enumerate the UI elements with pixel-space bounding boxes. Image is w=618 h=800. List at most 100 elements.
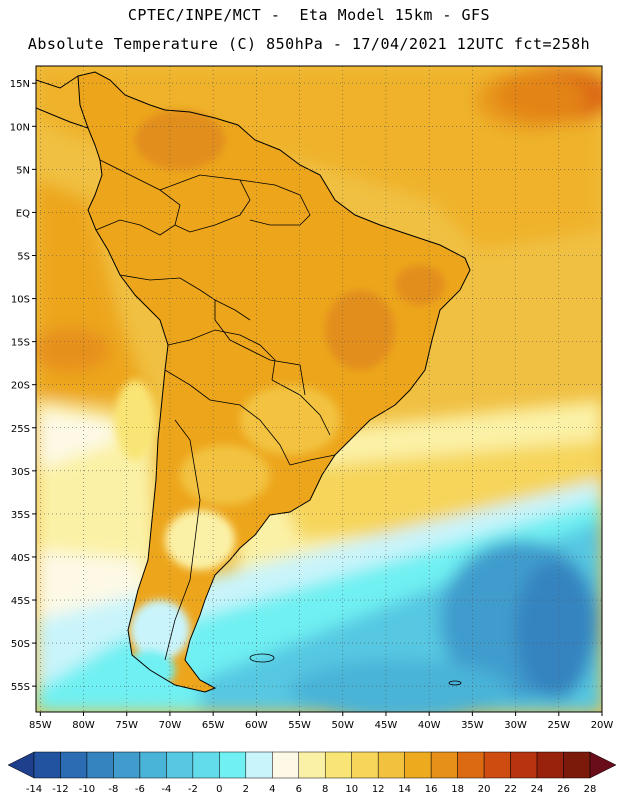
pacific-cooler-zone <box>36 410 120 470</box>
colorbar-swatch <box>483 751 511 779</box>
south-georgia <box>448 680 462 686</box>
colorbar-label: 22 <box>504 784 517 795</box>
colorbar-label: 6 <box>296 784 302 795</box>
colorbar-label: 28 <box>584 784 597 795</box>
lat-tick-label: 30S <box>11 467 30 478</box>
longitude-labels: 85W 80W 75W 70W 65W 60W 55W 50W 45W 40W 35W 30W 25W 2… <box>29 712 613 731</box>
lon-tick-label: 65W <box>202 720 225 731</box>
colorbar-swatch <box>245 751 273 779</box>
colorbar-min-arrow <box>7 751 35 779</box>
lat-tick-label: 5N <box>16 165 30 176</box>
colorbar-swatch <box>60 751 88 779</box>
lat-tick-label: 10N <box>10 122 30 133</box>
lat-tick-label: 50S <box>11 639 30 650</box>
colorbar-swatch <box>536 751 564 779</box>
lon-tick-label: 50W <box>331 720 354 731</box>
colorbar-label: 2 <box>243 784 249 795</box>
colorbar-label: 18 <box>451 784 464 795</box>
cold-pool-south <box>290 660 510 712</box>
map-title: CPTEC/INPE/MCT - Eta Model 15km - GFS <box>127 6 491 24</box>
colorbar-swatch <box>351 751 379 779</box>
colorbar-label: -14 <box>26 784 42 795</box>
lat-tick-label: 35S <box>11 510 30 521</box>
lat-tick-label: 5S <box>17 251 30 262</box>
colorbar-swatch <box>404 751 432 779</box>
colorbar-swatch <box>192 751 220 779</box>
lon-tick-label: 85W <box>29 720 52 731</box>
lon-tick-label: 40W <box>418 720 441 731</box>
warm-spot-central-brazil <box>325 290 395 370</box>
colorbar-label: -8 <box>108 784 118 795</box>
colorbar-label: 16 <box>425 784 438 795</box>
falkland-islands <box>249 653 275 663</box>
colorbar-label: 26 <box>557 784 570 795</box>
colorbar-swatch <box>113 751 141 779</box>
lat-tick-label: 10S <box>11 295 30 306</box>
mild-zone-argentina <box>180 445 270 505</box>
lon-tick-label: 75W <box>115 720 138 731</box>
colorbar-label: 10 <box>345 784 358 795</box>
lon-tick-label: 80W <box>72 720 95 731</box>
colorbar-label: 8 <box>322 784 328 795</box>
colorbar-swatch <box>324 751 352 779</box>
lat-tick-label: 25S <box>11 424 30 435</box>
colorbar-label: 20 <box>478 784 491 795</box>
colorbar-swatch <box>166 751 194 779</box>
colorbar-label: -12 <box>52 784 68 795</box>
colorbar-label: 14 <box>398 784 411 795</box>
colorbar-swatch <box>510 751 538 779</box>
lat-tick-label: 40S <box>11 553 30 564</box>
map-subtitle: Absolute Temperature (C) 850hPa - 17/04/… <box>27 35 591 53</box>
lat-tick-label: 15S <box>11 338 30 349</box>
lon-tick-label: 55W <box>288 720 311 731</box>
latitude-labels: 15N 10N 5N EQ 5S 10S 15S 20S 25S 30S 35S 40S 45S 50S 5… <box>10 79 36 693</box>
country-borders <box>95 159 336 661</box>
coastline <box>77 71 471 693</box>
colorbar-swatch <box>219 751 247 779</box>
lat-tick-label: 55S <box>11 682 30 693</box>
colorbar-label: -4 <box>161 784 171 795</box>
colorbar-swatch <box>457 751 485 779</box>
lon-tick-label: 35W <box>461 720 484 731</box>
colorbar-label: -10 <box>79 784 95 795</box>
lon-tick-label: 25W <box>547 720 570 731</box>
colorbar-swatch <box>563 751 591 779</box>
pacific-warm-spot <box>36 328 110 372</box>
lon-tick-label: 20W <box>591 720 614 731</box>
andes-cool-strip <box>115 380 155 460</box>
central-america-coast <box>36 75 79 89</box>
lat-tick-label: 20S <box>11 381 30 392</box>
panama-coast <box>36 107 89 129</box>
colorbar-labels: -14 -12 -10 -8 -6 -4 -2 0 2 4 6 8 10 12 14 16 18 20 22 24 26… <box>26 784 597 795</box>
warm-spot-atlantic <box>475 70 585 130</box>
lat-tick-label: 45S <box>11 596 30 607</box>
colorbar-label: -2 <box>188 784 198 795</box>
colorbar-swatch <box>86 751 114 779</box>
colorbar-swatch <box>139 751 167 779</box>
lon-tick-label: 60W <box>245 720 268 731</box>
lon-tick-label: 30W <box>504 720 527 731</box>
colorbar-swatch <box>298 751 326 779</box>
colorbar-max-arrow <box>589 751 617 779</box>
warm-spot-venezuela <box>135 110 225 170</box>
cool-zone-patagonia <box>130 600 190 660</box>
colorbar-label: 24 <box>531 784 544 795</box>
lat-tick-label: 15N <box>10 79 30 90</box>
colorbar-label: 4 <box>269 784 275 795</box>
colorbar-swatch <box>272 751 300 779</box>
map-panel <box>36 66 602 712</box>
cold-pool-core <box>515 560 595 700</box>
lon-tick-label: 45W <box>375 720 398 731</box>
colorbar-label: 0 <box>216 784 222 795</box>
warm-spot-ne-brazil <box>395 265 445 305</box>
colorbar-swatch <box>33 751 61 779</box>
map-frame <box>35 65 603 713</box>
lat-tick-label: EQ <box>16 208 30 219</box>
lon-tick-label: 70W <box>159 720 182 731</box>
colorbar-label: -6 <box>135 784 145 795</box>
colorbar-swatch <box>377 751 405 779</box>
cool-zone-argentina <box>165 510 235 570</box>
colorbar-label: 12 <box>372 784 385 795</box>
mild-zone-paraguay <box>240 385 340 455</box>
